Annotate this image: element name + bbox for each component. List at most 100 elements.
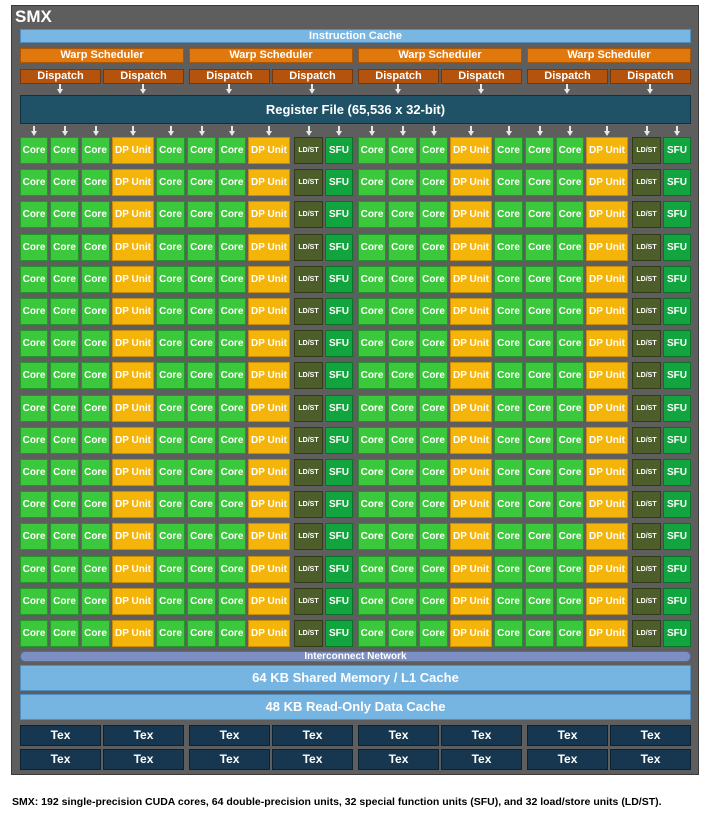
sfu-unit: SFU	[663, 298, 691, 325]
cuda-core: Core	[218, 169, 246, 197]
cuda-core: Core	[20, 265, 48, 293]
dp-unit: DP Unit	[450, 362, 492, 390]
cuda-core: Core	[81, 523, 110, 551]
cuda-core: Core	[494, 330, 523, 358]
tex-unit: Tex	[103, 725, 184, 746]
cuda-core: Core	[156, 265, 185, 293]
cuda-core: Core	[556, 137, 584, 164]
tex-unit: Tex	[103, 749, 184, 770]
sfu-unit: SFU	[325, 201, 353, 229]
sfu-unit: SFU	[663, 426, 691, 454]
cuda-core: Core	[494, 587, 523, 615]
cuda-core: Core	[81, 555, 110, 583]
dp-unit: DP Unit	[112, 523, 154, 551]
dp-unit: DP Unit	[586, 459, 628, 486]
dp-unit: DP Unit	[112, 201, 154, 229]
down-arrow-icon	[604, 126, 610, 136]
dp-unit: DP Unit	[450, 137, 492, 164]
cuda-core: Core	[556, 233, 584, 261]
read-only-data-cache: 48 KB Read-Only Data Cache	[20, 694, 691, 720]
cuda-core: Core	[556, 555, 584, 583]
cuda-core: Core	[50, 233, 79, 261]
cuda-core: Core	[419, 459, 448, 486]
ld-st-unit: LD/ST	[632, 233, 661, 261]
cuda-core: Core	[50, 330, 79, 358]
down-arrow-icon	[229, 126, 235, 136]
sfu-unit: SFU	[325, 523, 353, 551]
cuda-core: Core	[187, 491, 216, 519]
down-arrow-icon	[567, 126, 573, 136]
tex-unit: Tex	[441, 749, 522, 770]
sfu-unit: SFU	[663, 555, 691, 583]
cuda-core: Core	[50, 587, 79, 615]
dp-unit: DP Unit	[450, 330, 492, 358]
cuda-core: Core	[388, 137, 417, 164]
cuda-core: Core	[556, 491, 584, 519]
cuda-core: Core	[556, 298, 584, 325]
down-arrow-icon	[395, 84, 401, 94]
down-arrow-icon	[140, 84, 146, 94]
cuda-core: Core	[187, 298, 216, 325]
cuda-core: Core	[525, 620, 554, 647]
dispatch-unit: Dispatch	[610, 69, 691, 84]
down-arrow-icon	[198, 126, 205, 136]
down-arrow-icon	[430, 126, 437, 136]
cuda-core: Core	[50, 555, 79, 583]
dp-unit: DP Unit	[248, 394, 290, 422]
dp-unit: DP Unit	[112, 362, 154, 390]
cuda-core: Core	[525, 587, 554, 615]
cuda-core: Core	[358, 362, 386, 390]
dp-unit: DP Unit	[586, 394, 628, 422]
dp-unit: DP Unit	[248, 265, 290, 293]
cuda-core: Core	[50, 523, 79, 551]
cuda-core: Core	[50, 265, 79, 293]
cuda-core: Core	[187, 394, 216, 422]
cuda-core: Core	[525, 265, 554, 293]
cuda-core: Core	[556, 169, 584, 197]
cuda-core: Core	[419, 620, 448, 647]
down-arrow-icon	[57, 84, 63, 94]
dp-unit: DP Unit	[450, 426, 492, 454]
dp-unit: DP Unit	[450, 459, 492, 486]
dp-unit: DP Unit	[112, 265, 154, 293]
cuda-core: Core	[525, 330, 554, 358]
cuda-core: Core	[20, 587, 48, 615]
cuda-core: Core	[525, 394, 554, 422]
sfu-unit: SFU	[325, 298, 353, 325]
dp-unit: DP Unit	[450, 491, 492, 519]
dp-unit: DP Unit	[586, 587, 628, 615]
cuda-core: Core	[20, 330, 48, 358]
cuda-core: Core	[218, 201, 246, 229]
cuda-core: Core	[388, 362, 417, 390]
warp-scheduler: Warp Scheduler	[189, 48, 353, 63]
cuda-core: Core	[20, 523, 48, 551]
cuda-core: Core	[187, 330, 216, 358]
cuda-core: Core	[388, 426, 417, 454]
cuda-core: Core	[419, 491, 448, 519]
sfu-unit: SFU	[663, 491, 691, 519]
cuda-core: Core	[187, 620, 216, 647]
ld-st-unit: LD/ST	[294, 265, 323, 293]
dispatch-unit: Dispatch	[272, 69, 353, 84]
cuda-core: Core	[156, 137, 185, 164]
cuda-core: Core	[358, 233, 386, 261]
cuda-core: Core	[358, 459, 386, 486]
cuda-core: Core	[358, 523, 386, 551]
dp-unit: DP Unit	[248, 620, 290, 647]
cuda-core: Core	[494, 426, 523, 454]
cuda-core: Core	[358, 137, 386, 164]
ld-st-unit: LD/ST	[632, 330, 661, 358]
cuda-core: Core	[419, 426, 448, 454]
dp-unit: DP Unit	[450, 265, 492, 293]
cuda-core: Core	[525, 201, 554, 229]
dp-unit: DP Unit	[586, 426, 628, 454]
ld-st-unit: LD/ST	[294, 620, 323, 647]
sfu-unit: SFU	[325, 169, 353, 197]
cuda-core: Core	[525, 169, 554, 197]
cuda-core: Core	[388, 201, 417, 229]
ld-st-unit: LD/ST	[294, 523, 323, 551]
cuda-core: Core	[525, 137, 554, 164]
warp-scheduler: Warp Scheduler	[527, 48, 691, 63]
dp-unit: DP Unit	[248, 362, 290, 390]
dp-unit: DP Unit	[112, 298, 154, 325]
